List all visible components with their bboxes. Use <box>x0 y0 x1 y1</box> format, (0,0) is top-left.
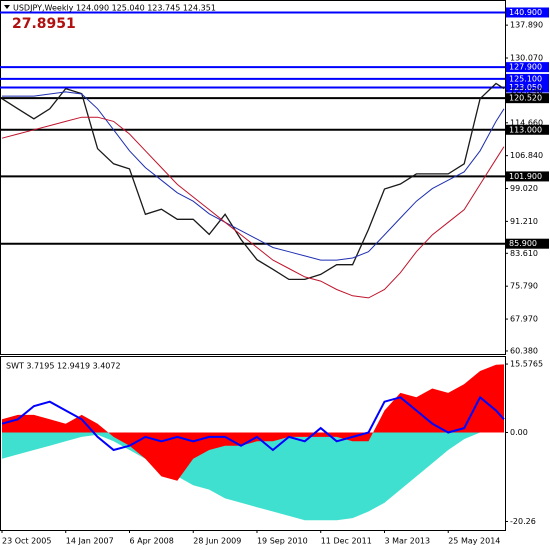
main-panel <box>0 0 506 355</box>
series-area <box>2 423 504 521</box>
x-tick-label: 25 May 2014 <box>448 537 500 546</box>
level-label-box <box>506 73 549 84</box>
level-label: 140.900 <box>509 8 542 17</box>
annotation: 27.8951 <box>12 16 76 32</box>
y-tick-label: 67.970 <box>510 315 538 324</box>
level-label: 113.000 <box>509 125 542 134</box>
x-tick-label: 28 Jun 2009 <box>193 537 241 546</box>
y-tick-label: 106.840 <box>510 151 543 160</box>
x-tick-label: 11 Dec 2011 <box>321 537 372 546</box>
y-tick-label: 137.890 <box>510 21 543 30</box>
chart-title: USDJPY,Weekly 124.090 125.040 123.745 12… <box>13 4 216 13</box>
series-line <box>1 395 505 452</box>
x-tick-label: 3 Mar 2013 <box>384 537 430 546</box>
y-tick-label: 130.070 <box>510 54 543 63</box>
y-tick-label: 15.5765 <box>510 360 543 369</box>
x-tick-label: 6 Apr 2008 <box>129 537 173 546</box>
collapse-icon <box>4 5 10 9</box>
level-label-box <box>506 62 549 73</box>
y-tick-label: 83.610 <box>510 249 538 258</box>
level-label: 85.900 <box>509 239 537 248</box>
x-tick-label: 23 Oct 2005 <box>2 537 51 546</box>
y-tick-label: 0.00 <box>510 428 528 437</box>
level-label: 127.900 <box>509 63 542 72</box>
level-label-box <box>506 93 549 104</box>
level-label: 123.050 <box>509 83 542 92</box>
level-label-box <box>506 124 549 135</box>
level-label-box <box>506 238 549 249</box>
level-label-box <box>506 82 549 93</box>
series-line <box>1 82 505 281</box>
level-label: 125.100 <box>509 74 542 83</box>
series-line <box>1 116 505 299</box>
y-tick-label: 114.660 <box>510 118 543 127</box>
level-label: 120.520 <box>509 94 542 103</box>
level-label-box <box>506 7 549 18</box>
series-area <box>2 364 504 481</box>
level-label: 101.900 <box>509 172 542 181</box>
series-line <box>2 91 505 261</box>
y-tick-label: -20.26 <box>510 517 536 526</box>
y-tick-label: 60.380 <box>510 346 538 355</box>
x-tick-label: 14 Jan 2007 <box>66 537 114 546</box>
x-tick-label: 19 Sep 2010 <box>257 537 308 546</box>
y-tick-label: 122.240 <box>510 86 543 95</box>
sub-panel <box>0 356 506 531</box>
y-tick-label: 75.790 <box>510 282 538 291</box>
y-tick-label: 99.020 <box>510 184 538 193</box>
y-tick-label: 91.210 <box>510 217 538 226</box>
level-label-box <box>506 171 549 182</box>
sub-title: SWT 3.7195 12.9419 3.4072 <box>6 362 121 371</box>
